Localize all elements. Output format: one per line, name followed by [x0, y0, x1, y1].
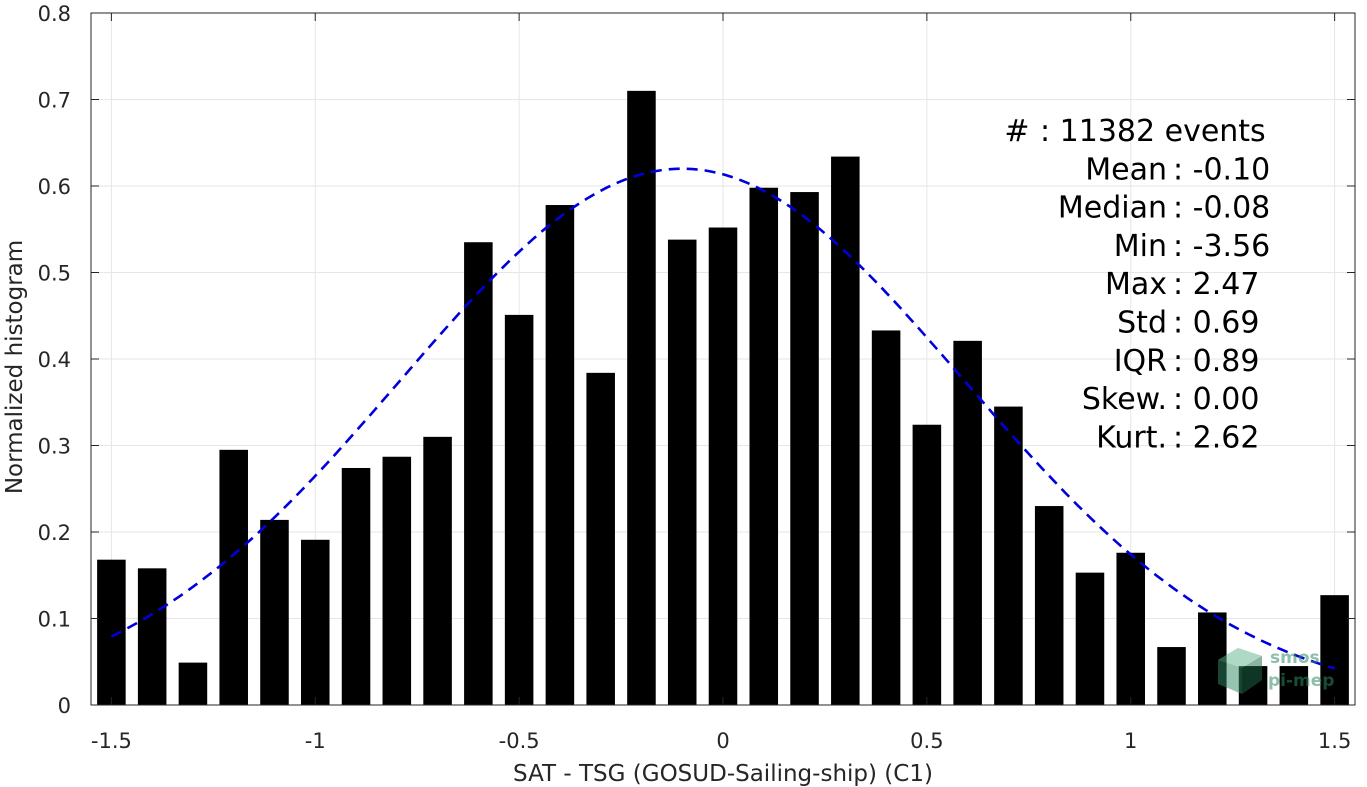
- histogram-bars: [97, 90, 1349, 706]
- histogram-bar: [708, 227, 738, 705]
- y-tick-label: 0.5: [38, 262, 71, 286]
- stat-label: Std: [1117, 306, 1167, 341]
- y-tick-label: 0.3: [38, 435, 71, 459]
- y-tick-label: 0.2: [38, 521, 71, 545]
- stat-value: : -3.56: [1173, 229, 1270, 264]
- histogram-bar: [504, 314, 534, 705]
- x-axis-label: SAT - TSG (GOSUD-Sailing-ship) (C1): [513, 761, 933, 787]
- histogram-bar: [219, 449, 248, 705]
- stat-value: : 0.89: [1173, 344, 1259, 379]
- x-tick-label: 0.5: [910, 729, 943, 753]
- stat-label: Min: [1114, 229, 1167, 264]
- x-tick-label: 1.5: [1318, 729, 1351, 753]
- histogram-bar: [627, 90, 656, 706]
- y-tick-label: 0.4: [38, 348, 71, 372]
- histogram-bar: [1034, 506, 1064, 705]
- histogram-bar: [790, 192, 819, 705]
- x-tick-label: -1: [305, 729, 326, 753]
- x-tick-label: -1.5: [91, 729, 132, 753]
- axis-ticks: -1.5 -1 -0.5 0 0.5 1 1.5 0 0.1 0.2 0.3 0.4 0.5 0.6 0.7…: [38, 2, 1355, 753]
- smos-pimep-watermark: smos pi-mep: [1218, 648, 1334, 694]
- stat-label: Max: [1105, 267, 1167, 302]
- y-axis-label: Normalized histogram: [2, 240, 28, 494]
- histogram-bar: [260, 519, 289, 705]
- x-tick-label: 1: [1124, 729, 1137, 753]
- watermark-line1: smos: [1270, 648, 1320, 668]
- histogram-bar: [749, 187, 779, 706]
- histogram-bar: [586, 372, 615, 705]
- y-tick-label: 0: [58, 694, 71, 718]
- histogram-bar: [137, 568, 167, 705]
- y-tick-label: 0.8: [38, 2, 71, 26]
- stat-value: : 0.69: [1173, 306, 1259, 341]
- stat-value: : 2.47: [1173, 267, 1259, 302]
- histogram-bar: [1320, 595, 1349, 705]
- stat-label: Mean: [1085, 152, 1167, 187]
- histogram-bar: [912, 424, 942, 705]
- stat-label: Median: [1058, 191, 1167, 226]
- histogram-bar: [1116, 552, 1146, 705]
- stat-label: #: [1004, 114, 1029, 149]
- histogram-bar: [545, 205, 575, 705]
- stat-label: IQR: [1114, 344, 1167, 379]
- y-tick-label: 0.7: [38, 89, 71, 113]
- histogram-bar: [994, 406, 1023, 705]
- stat-label: Skew.: [1082, 382, 1167, 417]
- histogram-bar: [1075, 572, 1105, 705]
- gaussian-fit-curve: [110, 167, 1335, 670]
- histogram-bar: [300, 539, 330, 705]
- stat-value: : -0.10: [1173, 152, 1270, 187]
- histogram-bar: [341, 467, 371, 705]
- histogram-bar: [423, 436, 452, 705]
- histogram-bar: [382, 456, 412, 705]
- stat-value: : 11382 events: [1040, 114, 1266, 149]
- histogram-bar: [178, 662, 208, 705]
- histogram-bar: [464, 242, 493, 705]
- stat-value: : -0.08: [1173, 191, 1270, 226]
- stat-value: : 2.62: [1173, 420, 1259, 455]
- stat-label: Kurt.: [1096, 420, 1167, 455]
- y-tick-label: 0.6: [38, 175, 71, 199]
- histogram-bar: [953, 340, 982, 705]
- x-tick-label: 0: [716, 729, 729, 753]
- histogram-bar: [1279, 666, 1309, 705]
- stat-value: : 0.00: [1173, 382, 1259, 417]
- y-tick-label: 0.1: [38, 608, 71, 632]
- cube-logo-icon: [1218, 648, 1262, 694]
- histogram-bar: [831, 156, 860, 706]
- histogram-bar: [667, 239, 697, 705]
- histogram-bar: [1157, 647, 1186, 705]
- x-tick-label: -0.5: [499, 729, 540, 753]
- watermark-line2: pi-mep: [1268, 671, 1334, 691]
- histogram-bar: [871, 330, 901, 705]
